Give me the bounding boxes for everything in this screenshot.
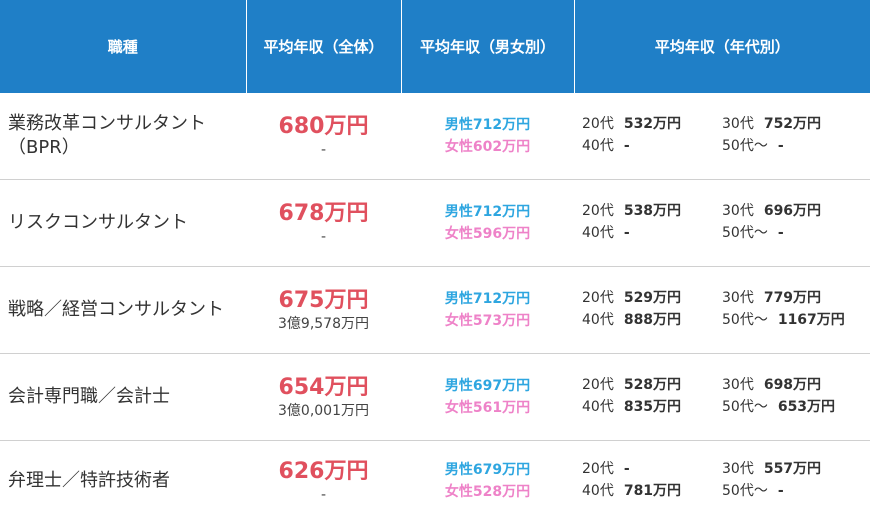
avg-salary: 675万円 xyxy=(246,287,401,315)
female-salary: 女性602万円 xyxy=(401,136,574,158)
female-salary: 女性573万円 xyxy=(401,310,574,332)
job-cell: リスクコンサルタント xyxy=(0,180,246,267)
header-avg-age: 平均年収（年代別） xyxy=(574,0,870,93)
table-row: 戦略／経営コンサルタント 675万円 3億9,578万円 男性712万円 女性5… xyxy=(0,267,870,354)
avg-cell: 654万円 3億0,001万円 xyxy=(246,354,401,441)
male-salary: 男性712万円 xyxy=(401,201,574,223)
header-job: 職種 xyxy=(0,0,246,93)
header-avg-gender: 平均年収（男女別） xyxy=(401,0,574,93)
avg-salary: 626万円 xyxy=(246,458,401,486)
avg-cell: 675万円 3億9,578万円 xyxy=(246,267,401,354)
male-salary: 男性697万円 xyxy=(401,375,574,397)
female-salary: 女性596万円 xyxy=(401,223,574,245)
female-salary: 女性528万円 xyxy=(401,481,574,503)
header-avg-all: 平均年収（全体） xyxy=(246,0,401,93)
avg-salary-sub: 3億0,001万円 xyxy=(246,402,401,420)
avg-salary-sub: - xyxy=(246,486,401,504)
job-cell: 業務改革コンサルタント （BPR） xyxy=(0,93,246,180)
gender-cell: 男性712万円 女性596万円 xyxy=(401,180,574,267)
avg-salary: 654万円 xyxy=(246,374,401,402)
age-20s: 20代- xyxy=(582,458,630,480)
avg-cell: 626万円 - xyxy=(246,441,401,521)
job-name: リスクコンサルタント xyxy=(8,212,188,233)
job-cell: 弁理士／特許技術者 xyxy=(0,441,246,521)
job-name: 会計専門職／会計士 xyxy=(8,386,170,407)
age-50s: 50代〜- xyxy=(722,222,784,244)
age-40s: 40代- xyxy=(582,135,630,157)
job-name-sub: （BPR） xyxy=(8,137,80,158)
age-50s: 50代〜- xyxy=(722,480,784,502)
job-name: 業務改革コンサルタント xyxy=(8,113,206,134)
gender-cell: 男性697万円 女性561万円 xyxy=(401,354,574,441)
table-header-row: 職種 平均年収（全体） 平均年収（男女別） 平均年収（年代別） xyxy=(0,0,870,93)
job-cell: 戦略／経営コンサルタント xyxy=(0,267,246,354)
male-salary: 男性679万円 xyxy=(401,459,574,481)
gender-cell: 男性679万円 女性528万円 xyxy=(401,441,574,521)
male-salary: 男性712万円 xyxy=(401,114,574,136)
table-row: 業務改革コンサルタント （BPR） 680万円 - 男性712万円 女性602万… xyxy=(0,93,870,180)
job-name: 弁理士／特許技術者 xyxy=(8,470,170,491)
gender-cell: 男性712万円 女性602万円 xyxy=(401,93,574,180)
avg-cell: 678万円 - xyxy=(246,180,401,267)
table-row: 弁理士／特許技術者 626万円 - 男性679万円 女性528万円 20代- 3… xyxy=(0,441,870,521)
table-row: 会計専門職／会計士 654万円 3億0,001万円 男性697万円 女性561万… xyxy=(0,354,870,441)
age-50s: 50代〜653万円 xyxy=(722,396,835,418)
male-salary: 男性712万円 xyxy=(401,288,574,310)
age-50s: 50代〜- xyxy=(722,135,784,157)
job-cell: 会計専門職／会計士 xyxy=(0,354,246,441)
age-50s: 50代〜1167万円 xyxy=(722,309,845,331)
avg-salary-sub: 3億9,578万円 xyxy=(246,315,401,333)
female-salary: 女性561万円 xyxy=(401,397,574,419)
avg-cell: 680万円 - xyxy=(246,93,401,180)
age-40s: 40代- xyxy=(582,222,630,244)
gender-cell: 男性712万円 女性573万円 xyxy=(401,267,574,354)
avg-salary-sub: - xyxy=(246,228,401,246)
avg-salary-sub: - xyxy=(246,141,401,159)
avg-salary: 678万円 xyxy=(246,200,401,228)
job-name: 戦略／経営コンサルタント xyxy=(8,299,224,320)
avg-salary: 680万円 xyxy=(246,113,401,141)
